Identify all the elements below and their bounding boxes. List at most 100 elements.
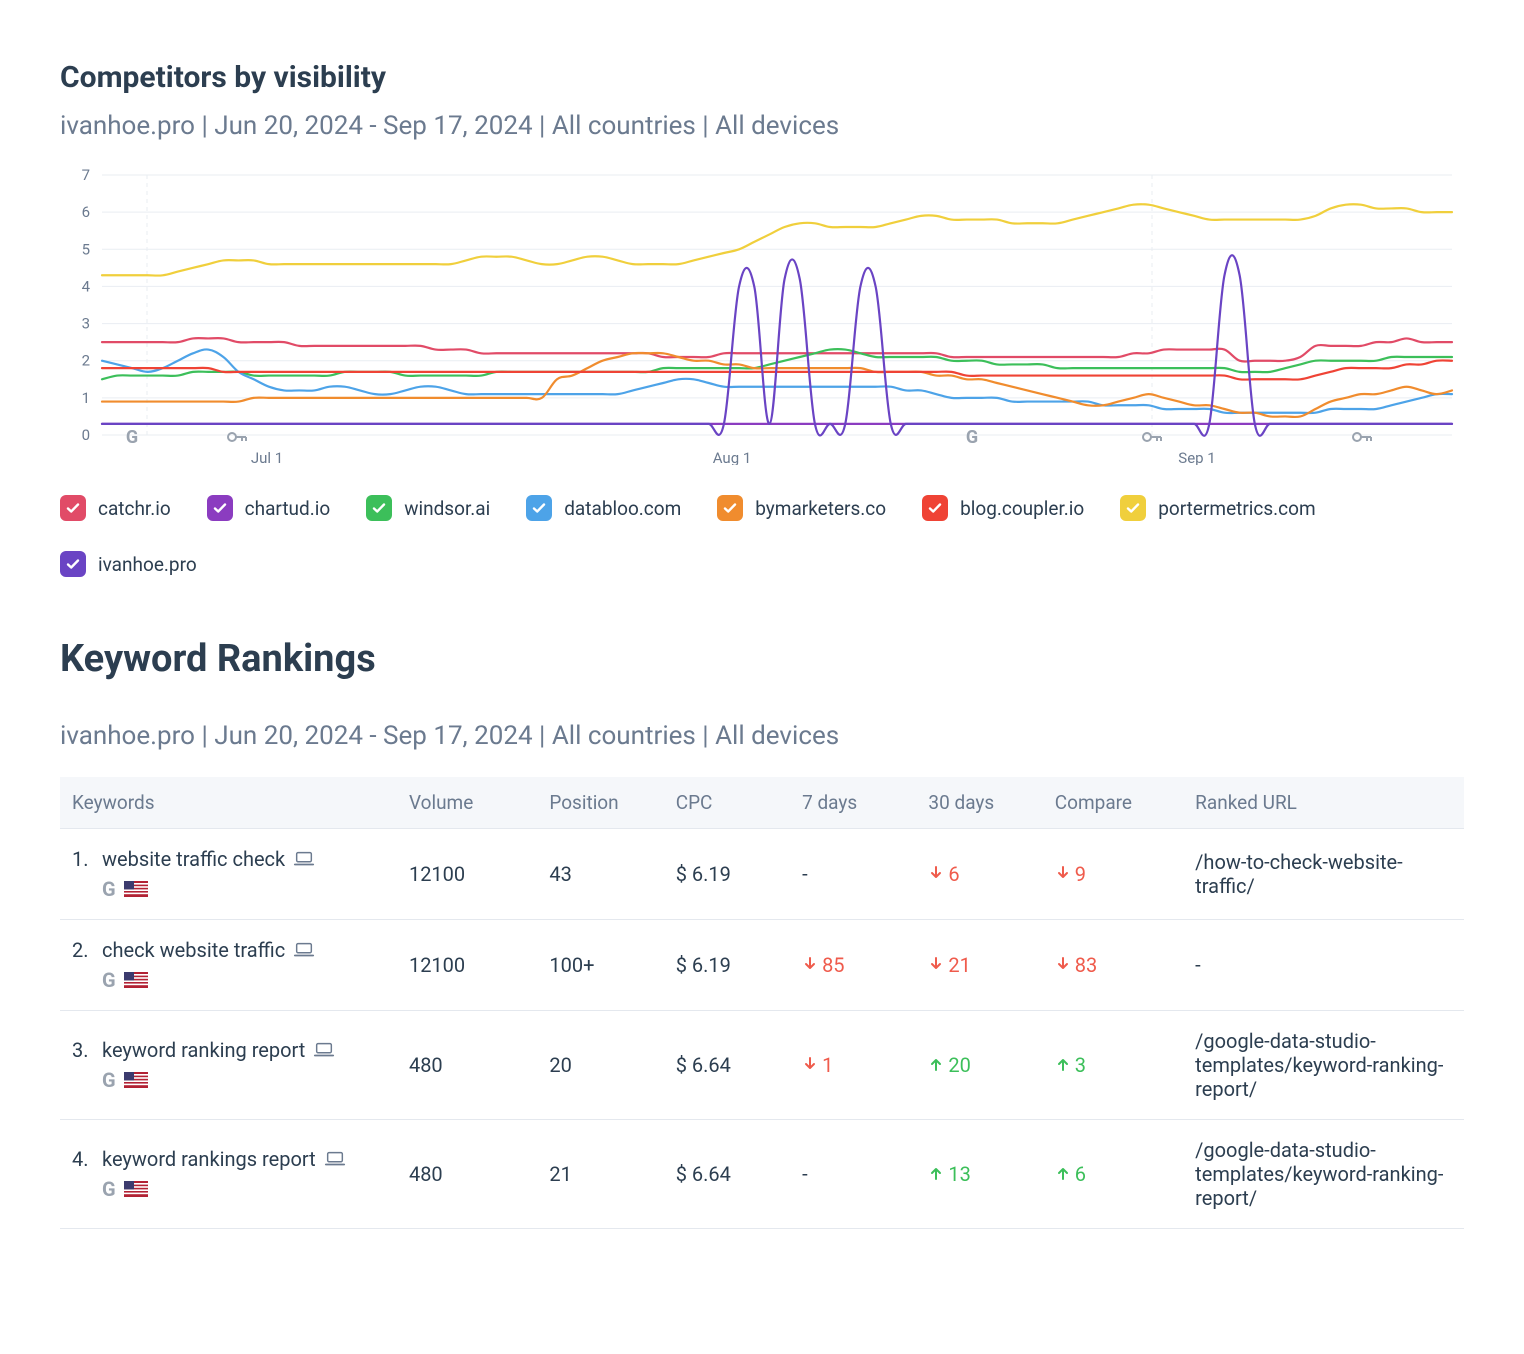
legend-checkbox[interactable] [717, 495, 743, 521]
delta-none: - [802, 1162, 808, 1186]
keyword-cell: 1. website traffic check G [72, 847, 385, 901]
check-icon [927, 500, 943, 516]
row-index: 3. [72, 1038, 94, 1062]
rankings-col-header[interactable]: 30 days [916, 777, 1042, 829]
delta-up: 20 [928, 1053, 970, 1077]
ranked-url-cell: /how-to-check-website-traffic/ [1183, 829, 1464, 920]
legend-label: windsor.ai [404, 497, 490, 520]
legend-checkbox[interactable] [60, 495, 86, 521]
cpc-cell: $ 6.64 [664, 1120, 790, 1229]
ranked-url-cell: /google-data-studio-templates/keyword-ra… [1183, 1120, 1464, 1229]
rankings-header-row: KeywordsVolumePositionCPC7 days30 daysCo… [60, 777, 1464, 829]
svg-text:6: 6 [82, 203, 90, 221]
legend-label: bymarketers.co [755, 497, 886, 520]
legend-checkbox[interactable] [60, 551, 86, 577]
google-icon: G [102, 1068, 116, 1092]
table-row[interactable]: 2. check website traffic G 12100100+$ 6.… [60, 920, 1464, 1011]
table-row[interactable]: 3. keyword ranking report G 48020$ 6.641… [60, 1011, 1464, 1120]
keyword-cell: 2. check website traffic G [72, 938, 385, 992]
arrow-down-icon [1055, 953, 1071, 977]
legend-label: chartud.io [245, 497, 331, 520]
rankings-col-header[interactable]: Ranked URL [1183, 777, 1464, 829]
arrow-up-icon [1055, 1162, 1071, 1186]
line-chart-svg: 01234567Jul 1Aug 1Sep 1GG [60, 165, 1464, 465]
position-cell: 20 [537, 1011, 663, 1120]
keyword-icons: G [102, 1177, 385, 1201]
table-row[interactable]: 1. website traffic check G 1210043$ 6.19… [60, 829, 1464, 920]
legend-item[interactable]: windsor.ai [366, 495, 490, 521]
delta-value: 20 [948, 1053, 970, 1077]
d7-cell: 85 [790, 920, 916, 1011]
svg-text:3: 3 [82, 315, 90, 333]
check-icon [1125, 500, 1141, 516]
keyword-cell: 4. keyword rankings report G [72, 1147, 385, 1201]
delta-value: 9 [1075, 862, 1086, 886]
legend-item[interactable]: databloo.com [526, 495, 681, 521]
competitors-title: Competitors by visibility [60, 60, 1464, 95]
legend-checkbox[interactable] [1120, 495, 1146, 521]
d30-cell: 20 [916, 1011, 1042, 1120]
legend-item[interactable]: blog.coupler.io [922, 495, 1084, 521]
legend-item[interactable]: portermetrics.com [1120, 495, 1315, 521]
delta-value: 83 [1075, 953, 1097, 977]
delta-down: 1 [802, 1053, 833, 1077]
arrow-down-icon [802, 1053, 818, 1077]
legend-checkbox[interactable] [922, 495, 948, 521]
competitors-legend: catchr.io chartud.io windsor.ai databloo.co… [60, 495, 1464, 577]
keyword-text: keyword rankings report [102, 1147, 316, 1171]
svg-text:Sep 1: Sep 1 [1178, 449, 1215, 465]
rankings-col-header[interactable]: 7 days [790, 777, 916, 829]
arrow-up-icon [928, 1053, 944, 1077]
legend-label: catchr.io [98, 497, 171, 520]
legend-item[interactable]: catchr.io [60, 495, 171, 521]
arrow-up-icon [1055, 1053, 1071, 1077]
delta-down: 85 [802, 953, 844, 977]
laptop-icon [293, 942, 315, 958]
legend-item[interactable]: chartud.io [207, 495, 331, 521]
competitors-chart: 01234567Jul 1Aug 1Sep 1GG [60, 165, 1464, 465]
legend-checkbox[interactable] [526, 495, 552, 521]
d30-cell: 6 [916, 829, 1042, 920]
google-icon: G [102, 1177, 116, 1201]
arrow-down-icon [928, 862, 944, 886]
legend-label: portermetrics.com [1158, 497, 1315, 520]
position-cell: 100+ [537, 920, 663, 1011]
keyword-text: website traffic check [102, 847, 285, 871]
delta-value: 85 [822, 953, 844, 977]
flag-us-icon [124, 972, 148, 988]
table-row[interactable]: 4. keyword rankings report G 48021$ 6.64… [60, 1120, 1464, 1229]
legend-item[interactable]: ivanhoe.pro [60, 551, 197, 577]
flag-us-icon [124, 881, 148, 897]
delta-value: 1 [822, 1053, 833, 1077]
keyword-text: keyword ranking report [102, 1038, 305, 1062]
keyword-icons: G [102, 877, 385, 901]
d30-cell: 13 [916, 1120, 1042, 1229]
check-icon [65, 500, 81, 516]
legend-checkbox[interactable] [207, 495, 233, 521]
legend-checkbox[interactable] [366, 495, 392, 521]
competitors-subtitle: ivanhoe.pro | Jun 20, 2024 - Sep 17, 202… [60, 111, 1464, 141]
d30-cell: 21 [916, 920, 1042, 1011]
laptop-icon [293, 851, 315, 867]
rankings-col-header[interactable]: CPC [664, 777, 790, 829]
check-icon [212, 500, 228, 516]
row-index: 1. [72, 847, 94, 871]
cpc-cell: $ 6.64 [664, 1011, 790, 1120]
delta-value: 3 [1075, 1053, 1086, 1077]
keyword-cell: 3. keyword ranking report G [72, 1038, 385, 1092]
rankings-col-header[interactable]: Compare [1043, 777, 1183, 829]
rankings-col-header[interactable]: Volume [397, 777, 537, 829]
d7-cell: - [790, 1120, 916, 1229]
volume-cell: 12100 [397, 920, 537, 1011]
legend-item[interactable]: bymarketers.co [717, 495, 886, 521]
keyword-text: check website traffic [102, 938, 285, 962]
delta-value: 21 [948, 953, 970, 977]
svg-text:0: 0 [82, 426, 90, 444]
svg-text:G: G [966, 427, 978, 448]
flag-us-icon [124, 1072, 148, 1088]
rankings-col-header[interactable]: Keywords [60, 777, 397, 829]
delta-up: 6 [1055, 1162, 1086, 1186]
cmp-cell: 3 [1043, 1011, 1183, 1120]
check-icon [722, 500, 738, 516]
rankings-col-header[interactable]: Position [537, 777, 663, 829]
